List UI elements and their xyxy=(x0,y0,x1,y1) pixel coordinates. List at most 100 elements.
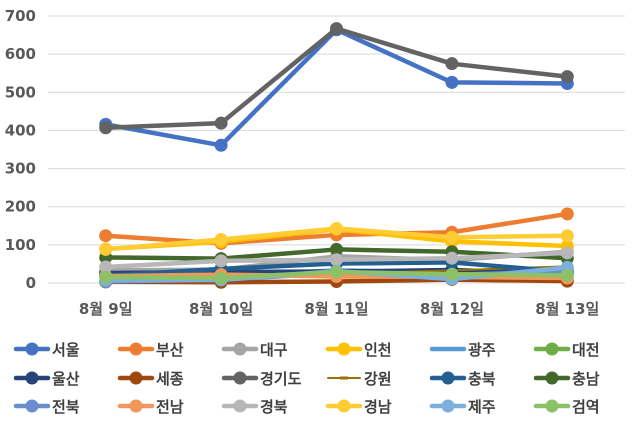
data-point xyxy=(214,138,228,152)
legend-label: 충남 xyxy=(572,370,600,388)
y-tick-label: 400 xyxy=(5,121,36,139)
x-tick-label: 8월 9일 xyxy=(79,300,133,318)
plot-area xyxy=(99,22,574,289)
legend-swatch-marker xyxy=(25,399,39,413)
legend-label: 부산 xyxy=(156,341,184,359)
data-point xyxy=(330,253,343,267)
x-tick-label: 8월 11일 xyxy=(304,300,368,318)
legend-item-서울: 서울 xyxy=(13,341,80,359)
x-tick-label: 8월 10일 xyxy=(189,300,253,318)
legend-item-세종: 세종 xyxy=(117,370,184,388)
legend-swatch-marker xyxy=(441,371,455,385)
legend-item-전남: 전남 xyxy=(117,398,184,416)
legend-swatch-marker xyxy=(129,342,143,356)
legend-label: 세종 xyxy=(156,370,184,388)
legend-label: 대구 xyxy=(260,341,288,359)
legend-swatch-marker xyxy=(545,342,559,356)
legend-label: 경기도 xyxy=(260,370,302,388)
legend-item-부산: 부산 xyxy=(117,341,184,359)
data-point xyxy=(445,267,459,281)
data-point xyxy=(560,246,574,260)
data-point xyxy=(330,265,343,279)
y-axis-tick-labels: 0 100 200 300 400 500 600 700 xyxy=(5,7,36,292)
legend-swatch-marker xyxy=(337,399,351,413)
legend-label: 대전 xyxy=(572,341,600,359)
y-tick-label: 200 xyxy=(5,198,36,216)
data-point xyxy=(330,221,343,235)
legend-item-인천: 인천 xyxy=(325,341,392,359)
legend-label: 강원 xyxy=(364,370,392,388)
series-line xyxy=(103,26,570,131)
x-tick-label: 8월 13일 xyxy=(535,300,599,318)
legend-item-대전: 대전 xyxy=(533,341,600,359)
legend-item-검역: 검역 xyxy=(533,398,600,416)
data-point xyxy=(445,57,459,71)
legend-label: 제주 xyxy=(468,398,496,416)
y-tick-label: 0 xyxy=(26,274,36,292)
legend-label: 인천 xyxy=(364,341,392,359)
legend-label: 광주 xyxy=(468,341,496,359)
legend-item-경남: 경남 xyxy=(325,398,392,416)
data-point xyxy=(330,22,343,36)
legend-label: 전북 xyxy=(52,398,80,416)
legend-item-경북: 경북 xyxy=(221,398,288,416)
legend-item-충북: 충북 xyxy=(429,370,496,388)
data-point xyxy=(330,242,343,256)
data-point xyxy=(214,254,228,268)
legend-item-강원: 강원 xyxy=(327,370,392,388)
legend-label: 울산 xyxy=(52,370,80,388)
y-tick-label: 300 xyxy=(5,160,36,178)
data-point xyxy=(560,268,574,282)
legend-swatch-marker xyxy=(25,371,39,385)
legend-item-울산: 울산 xyxy=(13,370,80,388)
series-서울 xyxy=(99,23,574,152)
y-tick-label: 500 xyxy=(5,83,36,101)
data-point xyxy=(99,229,113,243)
legend-item-광주: 광주 xyxy=(429,341,496,359)
data-point xyxy=(99,270,113,284)
data-point xyxy=(560,207,574,221)
legend-swatch-marker xyxy=(545,371,559,385)
legend-label: 경남 xyxy=(364,398,392,416)
legend-item-경기도: 경기도 xyxy=(221,370,302,388)
series-line xyxy=(103,27,570,148)
data-point xyxy=(445,75,459,89)
series-경북 xyxy=(99,246,574,274)
x-axis-tick-labels: 8월 9일 8월 10일 8월 11일 8월 12일 8월 13일 xyxy=(79,300,600,318)
x-tick-label: 8월 12일 xyxy=(420,300,484,318)
legend-swatch-marker xyxy=(25,342,39,356)
data-point xyxy=(99,260,113,274)
legend-item-대구: 대구 xyxy=(221,341,288,359)
y-tick-label: 700 xyxy=(5,7,36,25)
y-tick-label: 100 xyxy=(5,236,36,254)
data-point xyxy=(445,251,459,265)
legend-label: 서울 xyxy=(52,341,80,359)
legend-swatch-marker xyxy=(129,399,143,413)
data-point xyxy=(99,121,113,135)
legend-swatch-marker xyxy=(233,399,247,413)
data-point xyxy=(560,229,574,243)
y-tick-label: 600 xyxy=(5,45,36,63)
data-point xyxy=(560,70,574,84)
legend-swatch-marker xyxy=(233,342,247,356)
data-point xyxy=(214,116,228,130)
data-point xyxy=(214,233,228,247)
legend-item-제주: 제주 xyxy=(429,398,496,416)
series-경남 xyxy=(99,221,574,256)
legend-swatch-marker xyxy=(545,399,559,413)
legend-swatch-marker xyxy=(129,371,143,385)
legend-label: 검역 xyxy=(572,398,600,416)
data-point xyxy=(99,242,113,256)
legend-label: 충북 xyxy=(468,370,496,388)
data-point xyxy=(445,230,459,244)
legend-label: 전남 xyxy=(156,398,184,416)
legend-item-전북: 전북 xyxy=(13,398,80,416)
legend-swatch-marker xyxy=(337,342,351,356)
series-검역 xyxy=(99,265,574,285)
legend-swatch-marker xyxy=(441,399,455,413)
series-경기도 xyxy=(99,22,574,135)
legend-swatch-marker xyxy=(233,371,247,385)
legend-label: 경북 xyxy=(260,398,288,416)
